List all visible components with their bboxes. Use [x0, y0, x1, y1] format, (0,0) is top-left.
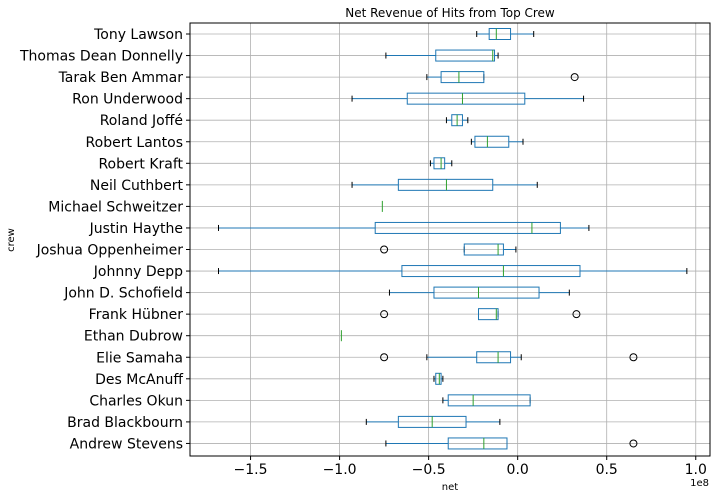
y-tick-label: Brad Blackbourn — [67, 415, 183, 431]
plot-frame — [189, 22, 711, 457]
outlier-point — [629, 439, 638, 448]
box-iqr — [476, 351, 512, 364]
box-series — [380, 243, 517, 256]
x-tick-label: 0.0 — [507, 462, 529, 478]
box-series — [217, 221, 590, 234]
box-iqr — [433, 157, 446, 170]
y-tick-label: Elie Samaha — [96, 350, 183, 366]
box-iqr — [435, 372, 442, 385]
y-tick-label: Ethan Dubrow — [84, 329, 183, 345]
box-series — [385, 437, 638, 450]
box-series — [426, 71, 579, 84]
y-tick-label: Johnny Depp — [93, 264, 183, 280]
y-tick-label: Michael Schweitzer — [48, 199, 183, 215]
box-iqr — [447, 394, 531, 407]
box-iqr — [440, 71, 485, 84]
box-iqr — [397, 178, 494, 191]
x-tick-label: −0.5 — [412, 462, 446, 478]
y-tick-label: Robert Lantos — [86, 135, 183, 151]
y-tick-label: Joshua Oppenheimer — [36, 243, 184, 259]
y-tick-label: Thomas Dean Donnelly — [19, 49, 183, 65]
x-axis-label: net — [442, 482, 458, 493]
y-tick-label: John D. Schofield — [63, 286, 183, 302]
box-series — [429, 157, 453, 170]
box-series — [351, 92, 585, 105]
box-series — [217, 265, 688, 278]
box-iqr — [435, 49, 496, 62]
box-series — [442, 394, 531, 407]
box-iqr — [447, 437, 508, 450]
outlier-point — [629, 353, 638, 362]
x-tick-label: −1.5 — [234, 462, 268, 478]
y-tick-label: Andrew Stevens — [70, 436, 183, 452]
y-tick-label: Tony Lawson — [93, 27, 183, 43]
x-tick-label: 1.0 — [685, 462, 707, 478]
box-iqr — [463, 243, 504, 256]
ticks-layer: −1.5 −1.0 −0.5 0.0 0.5 1.0 Tony Lawson Thomas D… — [19, 27, 707, 478]
y-axis-label: crew — [6, 228, 17, 252]
outlier-point — [380, 353, 389, 362]
y-tick-label: Neil Cuthbert — [90, 178, 184, 194]
box-iqr — [401, 265, 581, 278]
x-axis-offset-label: 1e8 — [690, 478, 709, 489]
box-series — [470, 135, 524, 148]
x-tick-label: 0.5 — [596, 462, 618, 478]
box-iqr — [374, 221, 561, 234]
outlier-point — [572, 310, 581, 319]
chart-title: Net Revenue of Hits from Top Crew — [345, 6, 555, 20]
x-tick-label: −1.0 — [323, 462, 357, 478]
y-tick-label: Robert Kraft — [98, 156, 183, 172]
box-iqr — [474, 135, 510, 148]
y-tick-label: Charles Okun — [89, 393, 183, 409]
outlier-point — [570, 73, 579, 82]
y-tick-label: Ron Underwood — [72, 92, 183, 108]
box-layer — [217, 28, 688, 450]
box-series — [388, 286, 570, 299]
box-series — [365, 415, 501, 428]
box-series — [385, 49, 499, 62]
box-iqr — [433, 286, 540, 299]
box-iqr — [477, 308, 499, 321]
box-series — [380, 351, 638, 364]
y-tick-label: Tarak Ben Ammar — [58, 70, 184, 86]
box-iqr — [406, 92, 526, 105]
box-series — [380, 308, 581, 321]
box-series — [351, 178, 538, 191]
box-series — [476, 28, 535, 40]
y-tick-label: Frank Hübner — [89, 307, 184, 323]
outlier-point — [380, 245, 389, 254]
grid-layer — [190, 23, 710, 456]
box-series — [433, 372, 444, 385]
y-tick-label: Roland Joffé — [100, 113, 183, 129]
box-iqr — [488, 28, 512, 40]
y-tick-label: Justin Haythe — [89, 221, 183, 237]
outlier-point — [380, 310, 389, 319]
box-series — [445, 114, 469, 127]
y-tick-label: Des McAnuff — [95, 372, 183, 388]
